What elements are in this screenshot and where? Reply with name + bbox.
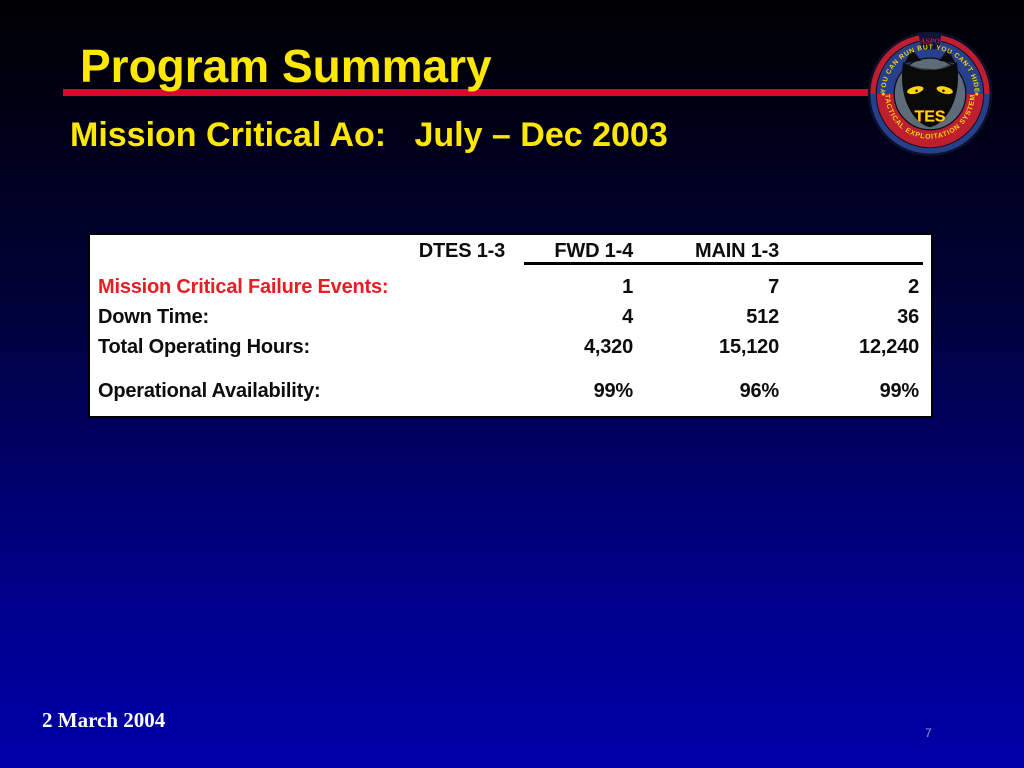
operating-hours-fwd: 15,120 (719, 335, 779, 358)
column-header-dtes: DTES 1-3 (418, 239, 505, 262)
column-header-main: MAIN 1-3 (695, 239, 779, 262)
tes-emblem-icon: ASPO YOU CAN RUN BUT YOU CAN'T HIDE TACT… (867, 31, 993, 157)
row-label-failure-events: Mission Critical Failure Events: (98, 275, 389, 298)
title-underline-rule (63, 89, 895, 96)
down-time-fwd: 512 (746, 305, 779, 328)
availability-fwd: 96% (739, 380, 780, 402)
down-time-main: 36 (897, 305, 919, 328)
logo-aspo-text: ASPO (919, 36, 940, 45)
operating-hours-main: 12,240 (859, 335, 919, 358)
footer-date: 2 March 2004 (42, 708, 166, 732)
row-label-down-time: Down Time: (98, 305, 209, 328)
availability-dtes: 99% (593, 380, 634, 402)
header-rule-spacer (98, 262, 509, 272)
page-number: 7 (925, 726, 932, 740)
failure-events-fwd: 7 (768, 275, 779, 298)
table-corner-empty (783, 240, 923, 262)
logo-tes-text: TES (914, 109, 945, 126)
panther-left-eye-icon (907, 86, 924, 95)
availability-table: DTES 1-3 FWD 1-4 MAIN 1-3 Mission Critic… (88, 233, 933, 418)
down-time-dtes: 4 (622, 305, 633, 328)
row-label-operational-availability: Operational Availability: (98, 380, 321, 402)
table-row-spacer (98, 362, 923, 376)
panther-right-eye-icon (936, 86, 953, 95)
failure-events-dtes: 1 (622, 275, 633, 298)
column-header-fwd: FWD 1-4 (554, 239, 633, 262)
slide-title: Program Summary (80, 40, 492, 92)
operating-hours-dtes: 4,320 (583, 335, 633, 358)
failure-events-main: 2 (908, 275, 919, 298)
row-label-operating-hours: Total Operating Hours: (98, 335, 310, 358)
slide-subtitle: Mission Critical Ao: July – Dec 2003 (70, 116, 668, 154)
header-rule (524, 262, 923, 272)
availability-main: 99% (879, 380, 920, 402)
